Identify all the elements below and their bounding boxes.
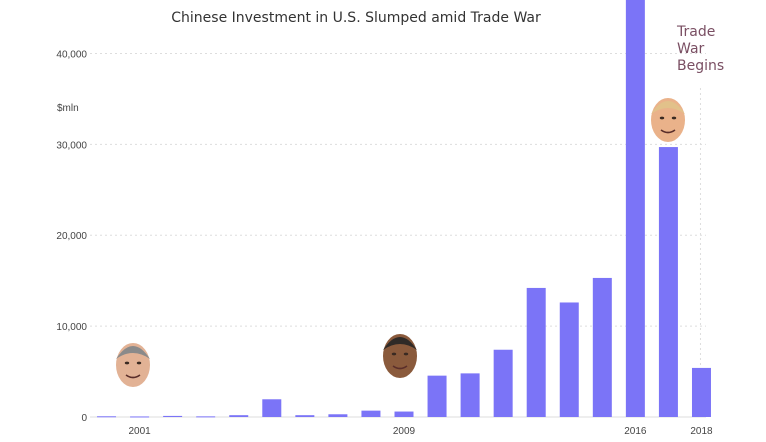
annotation-text: Trade War Begins <box>676 24 724 74</box>
x-tick-labels: 2001 2009 2016 2018 <box>128 426 713 437</box>
trade-war-annotation: Trade War Begins <box>676 24 724 74</box>
bar <box>361 411 380 417</box>
y-tick-label: 30,000 <box>56 140 87 151</box>
bar <box>395 412 414 417</box>
bar <box>461 373 480 417</box>
bar <box>163 416 182 417</box>
y-axis-unit: $mln <box>57 103 79 114</box>
y-tick-label: 10,000 <box>56 322 87 333</box>
x-tick-label: 2018 <box>690 426 713 437</box>
chart-title: Chinese Investment in U.S. Slumped amid … <box>171 10 541 26</box>
bush-portrait <box>116 343 150 387</box>
bar <box>196 416 215 417</box>
x-tick-label: 2009 <box>393 426 416 437</box>
x-tick-label: 2001 <box>128 426 151 437</box>
bar <box>328 414 347 417</box>
bar <box>494 350 513 417</box>
obama-portrait <box>383 334 417 378</box>
bar <box>560 302 579 417</box>
bar <box>593 278 612 417</box>
bar <box>229 415 248 417</box>
x-tick-label: 2016 <box>624 426 647 437</box>
trump-portrait <box>651 98 685 142</box>
y-tick-label: 20,000 <box>56 231 87 242</box>
y-tick-label: 0 <box>81 413 87 424</box>
bar <box>659 147 678 417</box>
bar <box>130 416 149 417</box>
bar <box>527 288 546 417</box>
bar <box>97 416 116 417</box>
bar <box>428 376 447 417</box>
bar <box>295 415 314 417</box>
bar <box>626 0 645 417</box>
y-tick-label: 40,000 <box>56 49 87 60</box>
bar <box>262 399 281 417</box>
bar <box>692 368 711 417</box>
